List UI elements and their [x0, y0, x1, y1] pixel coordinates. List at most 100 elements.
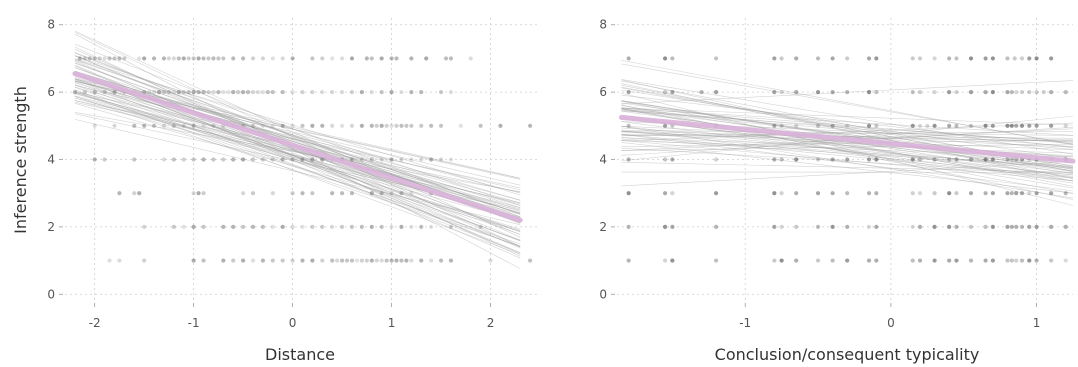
data-point [339, 191, 345, 196]
data-point [399, 191, 404, 196]
data-point [830, 123, 835, 128]
data-point [830, 191, 835, 196]
data-point [968, 90, 974, 95]
data-point [1014, 90, 1019, 95]
data-point [344, 258, 350, 263]
data-point [409, 157, 414, 162]
data-point [161, 90, 167, 95]
data-point [713, 224, 719, 229]
data-point [339, 123, 345, 128]
posterior-sample-line [74, 73, 521, 242]
data-point [72, 90, 77, 95]
data-point [389, 157, 394, 162]
posterior-sample-line [621, 140, 1074, 181]
data-point [932, 56, 937, 61]
data-point [1049, 191, 1054, 196]
data-point [107, 258, 112, 263]
data-point [983, 123, 988, 128]
data-point [270, 90, 275, 95]
data-point [968, 224, 974, 229]
data-point [290, 90, 295, 95]
posterior-sample-line [74, 85, 521, 191]
data-point [772, 258, 777, 263]
data-point [468, 56, 473, 61]
mean-fit-line [72, 71, 523, 223]
data-point [917, 191, 923, 196]
data-point [772, 191, 777, 196]
data-point [280, 123, 285, 128]
posterior-sample-line [621, 161, 1074, 173]
posterior-sample-line [74, 78, 521, 179]
posterior-sample-line [621, 118, 1074, 174]
data-point [910, 157, 915, 162]
data-point [968, 123, 974, 128]
data-point [231, 224, 236, 229]
data-point [947, 123, 952, 128]
data-point [1009, 90, 1014, 95]
data-point [354, 258, 360, 263]
data-point [206, 56, 211, 61]
data-point [82, 90, 87, 95]
data-point [374, 258, 379, 263]
data-point [990, 157, 995, 162]
data-point [394, 123, 399, 128]
data-point [359, 90, 364, 95]
data-point [1019, 90, 1025, 95]
data-point [429, 258, 434, 263]
data-point [1019, 191, 1025, 196]
posterior-sample-line [74, 92, 521, 231]
posterior-sample-line [74, 86, 521, 213]
data-point [498, 123, 503, 128]
data-point [968, 191, 974, 196]
data-point [92, 90, 97, 95]
data-point [236, 90, 241, 95]
y-tick-label: 0 [47, 287, 55, 301]
data-point [369, 258, 374, 263]
posterior-sample-line [74, 43, 521, 218]
data-point [161, 56, 167, 61]
data-point [954, 157, 959, 162]
data-point [1049, 123, 1054, 128]
distance-panel: 0 2 4 6 8 -2 -1 0 1 2 Distance Inference strength [11, 18, 540, 364]
data-point [330, 191, 335, 196]
data-point [874, 157, 879, 162]
data-point [429, 157, 434, 162]
data-point [1009, 258, 1014, 263]
data-point [379, 123, 384, 128]
data-point [845, 191, 850, 196]
data-point [250, 191, 256, 196]
data-point [191, 56, 196, 61]
data-point [1063, 90, 1068, 95]
x-tick-label: 1 [388, 316, 396, 330]
posterior-sample-line [621, 130, 1074, 169]
data-point [917, 258, 923, 263]
data-point [399, 224, 404, 229]
posterior-sample-line [621, 130, 1074, 142]
data-point [300, 258, 305, 263]
data-point [186, 90, 191, 95]
x-tick-label: -1 [188, 316, 200, 330]
data-point [142, 56, 147, 61]
posterior-sample-line [621, 114, 1074, 189]
data-point [330, 90, 335, 95]
data-point [196, 90, 201, 95]
data-point [384, 258, 389, 263]
data-point [866, 123, 872, 128]
x-tick-label: 0 [887, 316, 895, 330]
data-point [947, 56, 952, 61]
data-point [626, 56, 631, 61]
data-point [250, 224, 256, 229]
data-point [1014, 191, 1019, 196]
data-point [626, 157, 631, 162]
data-point [186, 56, 191, 61]
data-point [250, 56, 256, 61]
y-tick-label: 6 [599, 85, 607, 99]
data-point [845, 224, 850, 229]
data-point [394, 56, 399, 61]
posterior-sample-line [74, 93, 521, 210]
data-point [132, 157, 137, 162]
data-point [117, 191, 122, 196]
data-point [181, 123, 186, 128]
data-point [662, 123, 668, 128]
data-point [389, 90, 394, 95]
